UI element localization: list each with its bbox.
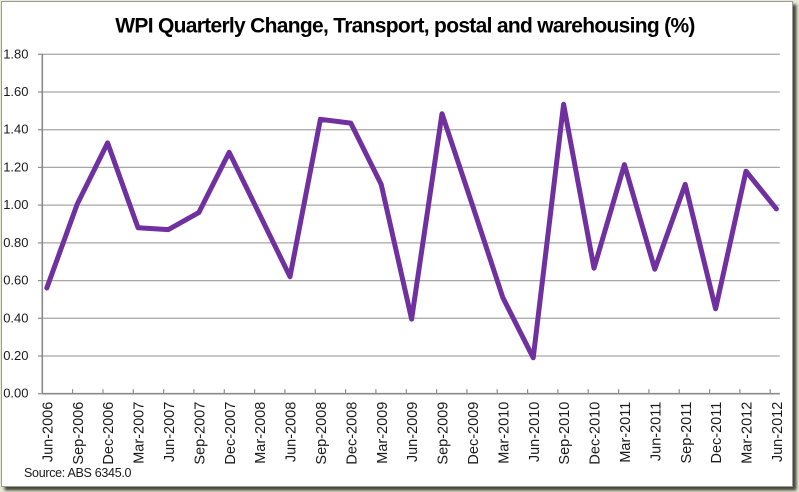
svg-text:Mar-2008: Mar-2008 xyxy=(253,402,269,464)
svg-text:Jun-2012: Jun-2012 xyxy=(770,402,786,462)
svg-text:Dec-2007: Dec-2007 xyxy=(223,402,239,465)
svg-text:0.00: 0.00 xyxy=(3,386,28,401)
svg-text:Jun-2007: Jun-2007 xyxy=(162,402,178,462)
svg-text:1.60: 1.60 xyxy=(3,84,28,99)
svg-text:Mar-2009: Mar-2009 xyxy=(375,402,391,464)
svg-text:Sep-2009: Sep-2009 xyxy=(436,402,452,465)
svg-text:Dec-2011: Dec-2011 xyxy=(709,402,725,464)
svg-text:Mar-2012: Mar-2012 xyxy=(740,402,756,464)
svg-text:Sep-2011: Sep-2011 xyxy=(679,402,695,464)
svg-text:1.00: 1.00 xyxy=(3,197,28,212)
svg-text:Source: ABS 6345.0: Source: ABS 6345.0 xyxy=(24,466,132,480)
svg-text:WPI Quarterly Change, Transpor: WPI Quarterly Change, Transport, postal … xyxy=(115,15,694,38)
svg-text:0.80: 0.80 xyxy=(3,235,28,250)
svg-text:Mar-2010: Mar-2010 xyxy=(496,402,512,464)
svg-text:Jun-2008: Jun-2008 xyxy=(284,402,300,462)
svg-text:Jun-2006: Jun-2006 xyxy=(40,402,56,462)
svg-text:Mar-2007: Mar-2007 xyxy=(132,402,148,464)
svg-text:1.40: 1.40 xyxy=(3,122,28,137)
svg-text:Dec-2010: Dec-2010 xyxy=(588,402,604,465)
svg-text:Mar-2011: Mar-2011 xyxy=(618,402,634,463)
svg-text:Jun-2009: Jun-2009 xyxy=(405,402,421,462)
svg-text:Jun-2010: Jun-2010 xyxy=(527,402,543,462)
svg-text:Sep-2008: Sep-2008 xyxy=(314,402,330,465)
svg-text:Dec-2006: Dec-2006 xyxy=(101,402,117,465)
svg-text:Sep-2010: Sep-2010 xyxy=(557,402,573,465)
svg-text:Sep-2006: Sep-2006 xyxy=(71,402,87,465)
svg-text:1.20: 1.20 xyxy=(3,159,28,174)
svg-text:1.80: 1.80 xyxy=(3,46,28,61)
svg-text:0.20: 0.20 xyxy=(3,348,28,363)
svg-text:Dec-2009: Dec-2009 xyxy=(466,402,482,465)
svg-text:Jun-2011: Jun-2011 xyxy=(648,402,664,461)
svg-text:Sep-2007: Sep-2007 xyxy=(192,402,208,465)
svg-text:Dec-2008: Dec-2008 xyxy=(344,402,360,465)
svg-text:0.40: 0.40 xyxy=(3,310,28,325)
svg-text:0.60: 0.60 xyxy=(3,273,28,288)
